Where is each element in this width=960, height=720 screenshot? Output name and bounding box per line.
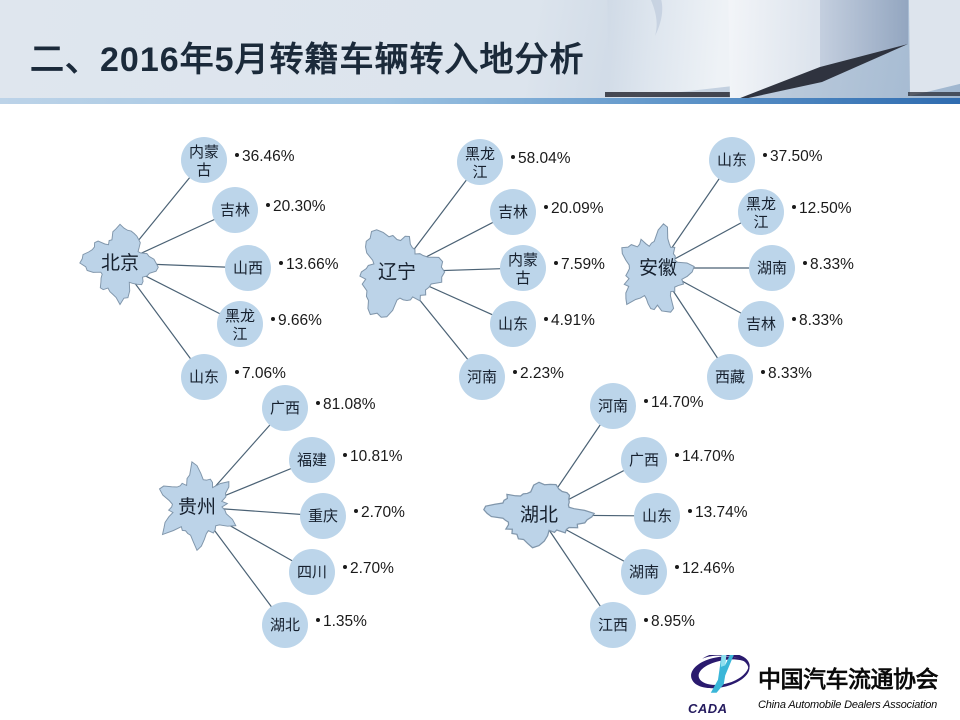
svg-text:8.33%: 8.33% (799, 312, 843, 329)
svg-text:江西: 江西 (598, 617, 628, 634)
svg-text:广西: 广西 (270, 400, 300, 417)
svg-text:8.33%: 8.33% (810, 256, 854, 273)
svg-text:福建: 福建 (297, 452, 327, 469)
svg-text:古: 古 (515, 270, 530, 287)
svg-text:河南: 河南 (598, 398, 628, 415)
svg-text:2.70%: 2.70% (350, 560, 394, 577)
svg-text:河南: 河南 (467, 369, 497, 386)
svg-text:北京: 北京 (101, 252, 139, 274)
svg-text:山东: 山东 (189, 369, 219, 386)
svg-text:14.70%: 14.70% (682, 448, 735, 465)
svg-text:2.70%: 2.70% (361, 504, 405, 521)
svg-text:山东: 山东 (642, 508, 672, 525)
svg-text:江: 江 (472, 164, 487, 181)
svg-text:辽宁: 辽宁 (378, 261, 416, 283)
svg-text:广西: 广西 (629, 452, 659, 469)
svg-text:12.46%: 12.46% (682, 560, 735, 577)
svg-text:58.04%: 58.04% (518, 150, 571, 167)
svg-text:8.95%: 8.95% (651, 613, 695, 630)
svg-text:7.06%: 7.06% (242, 365, 286, 382)
svg-text:安徽: 安徽 (639, 257, 677, 279)
svg-text:中国汽车流通协会: 中国汽车流通协会 (758, 666, 939, 692)
svg-text:重庆: 重庆 (308, 508, 338, 525)
svg-text:湖南: 湖南 (757, 260, 787, 277)
svg-text:四川: 四川 (297, 564, 327, 581)
svg-text:CADA: CADA (688, 701, 728, 716)
svg-text:内蒙: 内蒙 (189, 144, 219, 161)
svg-text:黑龙: 黑龙 (746, 196, 776, 213)
svg-text:9.66%: 9.66% (278, 312, 322, 329)
svg-text:山西: 山西 (233, 260, 263, 277)
svg-text:12.50%: 12.50% (799, 200, 852, 217)
svg-text:贵州: 贵州 (178, 496, 216, 518)
svg-text:13.66%: 13.66% (286, 256, 339, 273)
svg-text:14.70%: 14.70% (651, 394, 704, 411)
svg-text:江: 江 (753, 214, 768, 231)
svg-text:吉林: 吉林 (746, 316, 776, 333)
svg-text:7.59%: 7.59% (561, 256, 605, 273)
svg-text:山东: 山东 (717, 152, 747, 169)
svg-text:湖北: 湖北 (270, 617, 300, 634)
svg-text:黑龙: 黑龙 (225, 308, 255, 325)
svg-text:山东: 山东 (498, 316, 528, 333)
svg-text:10.81%: 10.81% (350, 448, 403, 465)
svg-text:37.50%: 37.50% (770, 148, 823, 165)
svg-text:2.23%: 2.23% (520, 365, 564, 382)
svg-text:湖南: 湖南 (629, 564, 659, 581)
svg-text:黑龙: 黑龙 (465, 146, 495, 163)
svg-text:1.35%: 1.35% (323, 613, 367, 630)
svg-text:13.74%: 13.74% (695, 504, 748, 521)
svg-text:吉林: 吉林 (220, 202, 250, 219)
svg-text:湖北: 湖北 (520, 504, 558, 526)
svg-text:内蒙: 内蒙 (508, 252, 538, 269)
svg-text:20.30%: 20.30% (273, 198, 326, 215)
svg-text:吉林: 吉林 (498, 204, 528, 221)
svg-text:8.33%: 8.33% (768, 365, 812, 382)
svg-text:20.09%: 20.09% (551, 200, 604, 217)
svg-text:4.91%: 4.91% (551, 312, 595, 329)
svg-text:81.08%: 81.08% (323, 396, 376, 413)
svg-text:古: 古 (196, 162, 211, 179)
svg-text:China Automobile Dealers Assoc: China Automobile Dealers Association (758, 699, 937, 711)
svg-text:西藏: 西藏 (715, 369, 745, 386)
svg-text:江: 江 (232, 326, 247, 343)
svg-text:36.46%: 36.46% (242, 148, 295, 165)
